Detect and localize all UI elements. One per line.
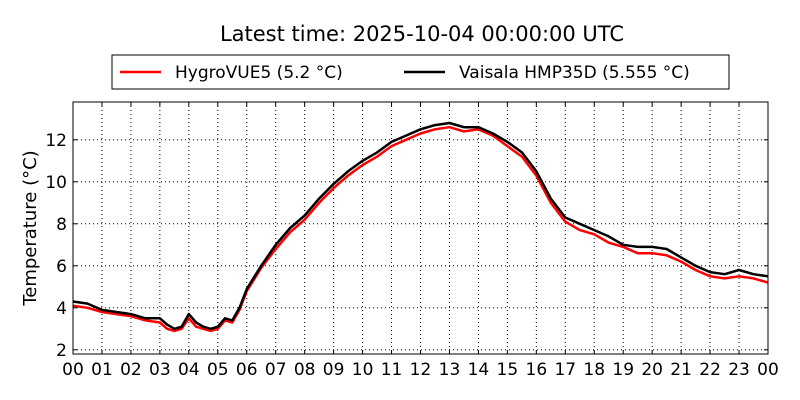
x-tick-label: 04 [178, 360, 200, 380]
x-tick-label: 15 [497, 360, 519, 380]
grid [73, 102, 768, 354]
y-tick-label: 12 [45, 131, 67, 151]
y-tick-label: 2 [56, 341, 67, 361]
series-line-hygrovue5 [72, 125, 769, 333]
x-tick-label: 14 [468, 360, 490, 380]
chart-title: Latest time: 2025-10-04 00:00:00 UTC [220, 22, 624, 46]
y-tick-label: 6 [56, 257, 67, 277]
x-tick-label: 11 [381, 360, 403, 380]
legend: HygroVUE5 (5.2 °C) Vaisala HMP35D (5.555… [111, 54, 730, 90]
legend-label-vaisala: Vaisala HMP35D (5.555 °C) [459, 63, 690, 83]
x-tick-label: 06 [236, 360, 258, 380]
x-tick-label: 13 [439, 360, 461, 380]
x-tick-label: 23 [728, 360, 750, 380]
y-tick-label: 4 [56, 299, 67, 319]
y-tick-label: 10 [45, 173, 67, 193]
x-tick-label: 07 [265, 360, 287, 380]
x-tick-label: 08 [294, 360, 316, 380]
x-tick-label: 20 [641, 360, 663, 380]
x-tick-label: 16 [526, 360, 548, 380]
x-tick-label: 00 [757, 360, 779, 380]
x-tick-label: 22 [699, 360, 721, 380]
x-tick-label: 19 [612, 360, 634, 380]
x-tick-label: 05 [207, 360, 229, 380]
y-axis-label: Temperature (°C) [20, 150, 41, 306]
y-tick-label: 8 [56, 215, 67, 235]
x-tick-label: 03 [149, 360, 171, 380]
x-tick-label: 12 [410, 360, 432, 380]
x-tick-label: 00 [62, 360, 84, 380]
x-tick-label: 02 [120, 360, 142, 380]
x-tick-label: 10 [352, 360, 374, 380]
x-tick-label: 09 [323, 360, 345, 380]
legend-label-hygrovue5: HygroVUE5 (5.2 °C) [175, 63, 343, 83]
x-tick-label: 21 [670, 360, 692, 380]
x-tick-label: 01 [91, 360, 113, 380]
series-line-vaisala [72, 121, 769, 331]
x-tick-label: 17 [554, 360, 576, 380]
axis-ticks: 00 01 02 03 04 05 06 07 08 09 10 11 12 13 14 15 16 17 18 19… [45, 102, 779, 380]
series-layer [72, 121, 769, 333]
x-tick-label: 18 [583, 360, 605, 380]
